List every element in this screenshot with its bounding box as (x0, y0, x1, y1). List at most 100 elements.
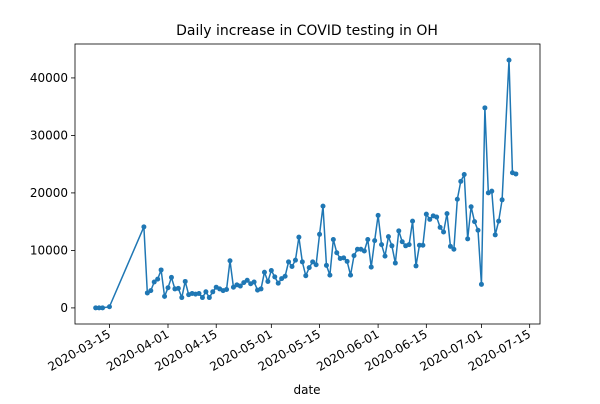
point (327, 272, 333, 278)
point (303, 273, 309, 279)
point (151, 279, 157, 285)
point (244, 277, 250, 283)
point (261, 269, 267, 275)
point (141, 224, 147, 230)
point (286, 259, 292, 265)
point (351, 253, 357, 259)
point (396, 228, 402, 234)
point (227, 258, 233, 264)
point (175, 285, 181, 291)
point (506, 57, 512, 63)
point (447, 243, 453, 249)
point (199, 295, 205, 301)
point (165, 285, 171, 291)
point (292, 257, 298, 263)
point (320, 203, 326, 209)
point (379, 242, 385, 248)
point (310, 259, 316, 265)
point (344, 258, 350, 264)
point (454, 196, 460, 202)
point (389, 243, 395, 249)
point (282, 273, 288, 279)
point (306, 265, 312, 271)
point (265, 278, 271, 284)
point (475, 227, 481, 233)
point (96, 305, 102, 311)
point (106, 304, 112, 310)
point (423, 211, 429, 217)
point (399, 239, 405, 245)
point (206, 295, 212, 301)
point (158, 267, 164, 273)
point (210, 289, 216, 295)
point (451, 246, 457, 252)
point (365, 236, 371, 242)
y-tick-label: 0 (60, 301, 68, 315)
point (182, 278, 188, 284)
point (299, 259, 305, 265)
plot-frame (74, 43, 541, 325)
point (196, 291, 202, 297)
point (461, 172, 467, 178)
point (499, 197, 505, 203)
point (148, 288, 154, 294)
point (437, 224, 443, 230)
point (392, 260, 398, 266)
point (251, 279, 257, 285)
chart-title: Daily increase in COVID testing in OH (176, 23, 438, 39)
point (413, 263, 419, 269)
point (354, 246, 360, 252)
point (289, 264, 295, 270)
point (441, 229, 447, 235)
point (492, 232, 498, 238)
point (472, 219, 478, 225)
point (416, 242, 422, 248)
point (268, 268, 274, 274)
point (465, 236, 471, 242)
point (237, 283, 243, 289)
point (341, 255, 347, 261)
point (458, 178, 464, 184)
x-axis-label: date (293, 383, 320, 397)
point (372, 238, 378, 244)
point (375, 212, 381, 218)
point (482, 105, 488, 111)
point (513, 171, 519, 177)
point (368, 264, 374, 270)
y-tick-label: 30000 (30, 128, 68, 142)
point (203, 289, 209, 295)
point (420, 242, 426, 248)
point (444, 211, 450, 217)
point (317, 231, 323, 237)
point (275, 280, 281, 286)
point (334, 250, 340, 256)
point (155, 276, 161, 282)
point (162, 293, 168, 299)
point (272, 274, 278, 280)
point (410, 218, 416, 224)
point (489, 188, 495, 194)
x-tick-label: 2020-03-15 (46, 327, 113, 374)
point (348, 272, 354, 278)
point (168, 274, 174, 280)
y-tick-label: 20000 (30, 186, 68, 200)
point (496, 218, 502, 224)
point (100, 305, 106, 311)
point (361, 248, 367, 254)
point (468, 204, 474, 210)
line (95, 60, 517, 309)
point (385, 234, 391, 240)
point (427, 216, 433, 222)
point (224, 287, 230, 293)
point (296, 234, 302, 240)
point (179, 295, 185, 301)
y-tick-label: 10000 (30, 243, 68, 257)
point (382, 253, 388, 259)
point (323, 262, 329, 268)
point (93, 305, 99, 311)
point (330, 236, 336, 242)
point (258, 286, 264, 292)
point (434, 214, 440, 220)
point (406, 242, 412, 248)
